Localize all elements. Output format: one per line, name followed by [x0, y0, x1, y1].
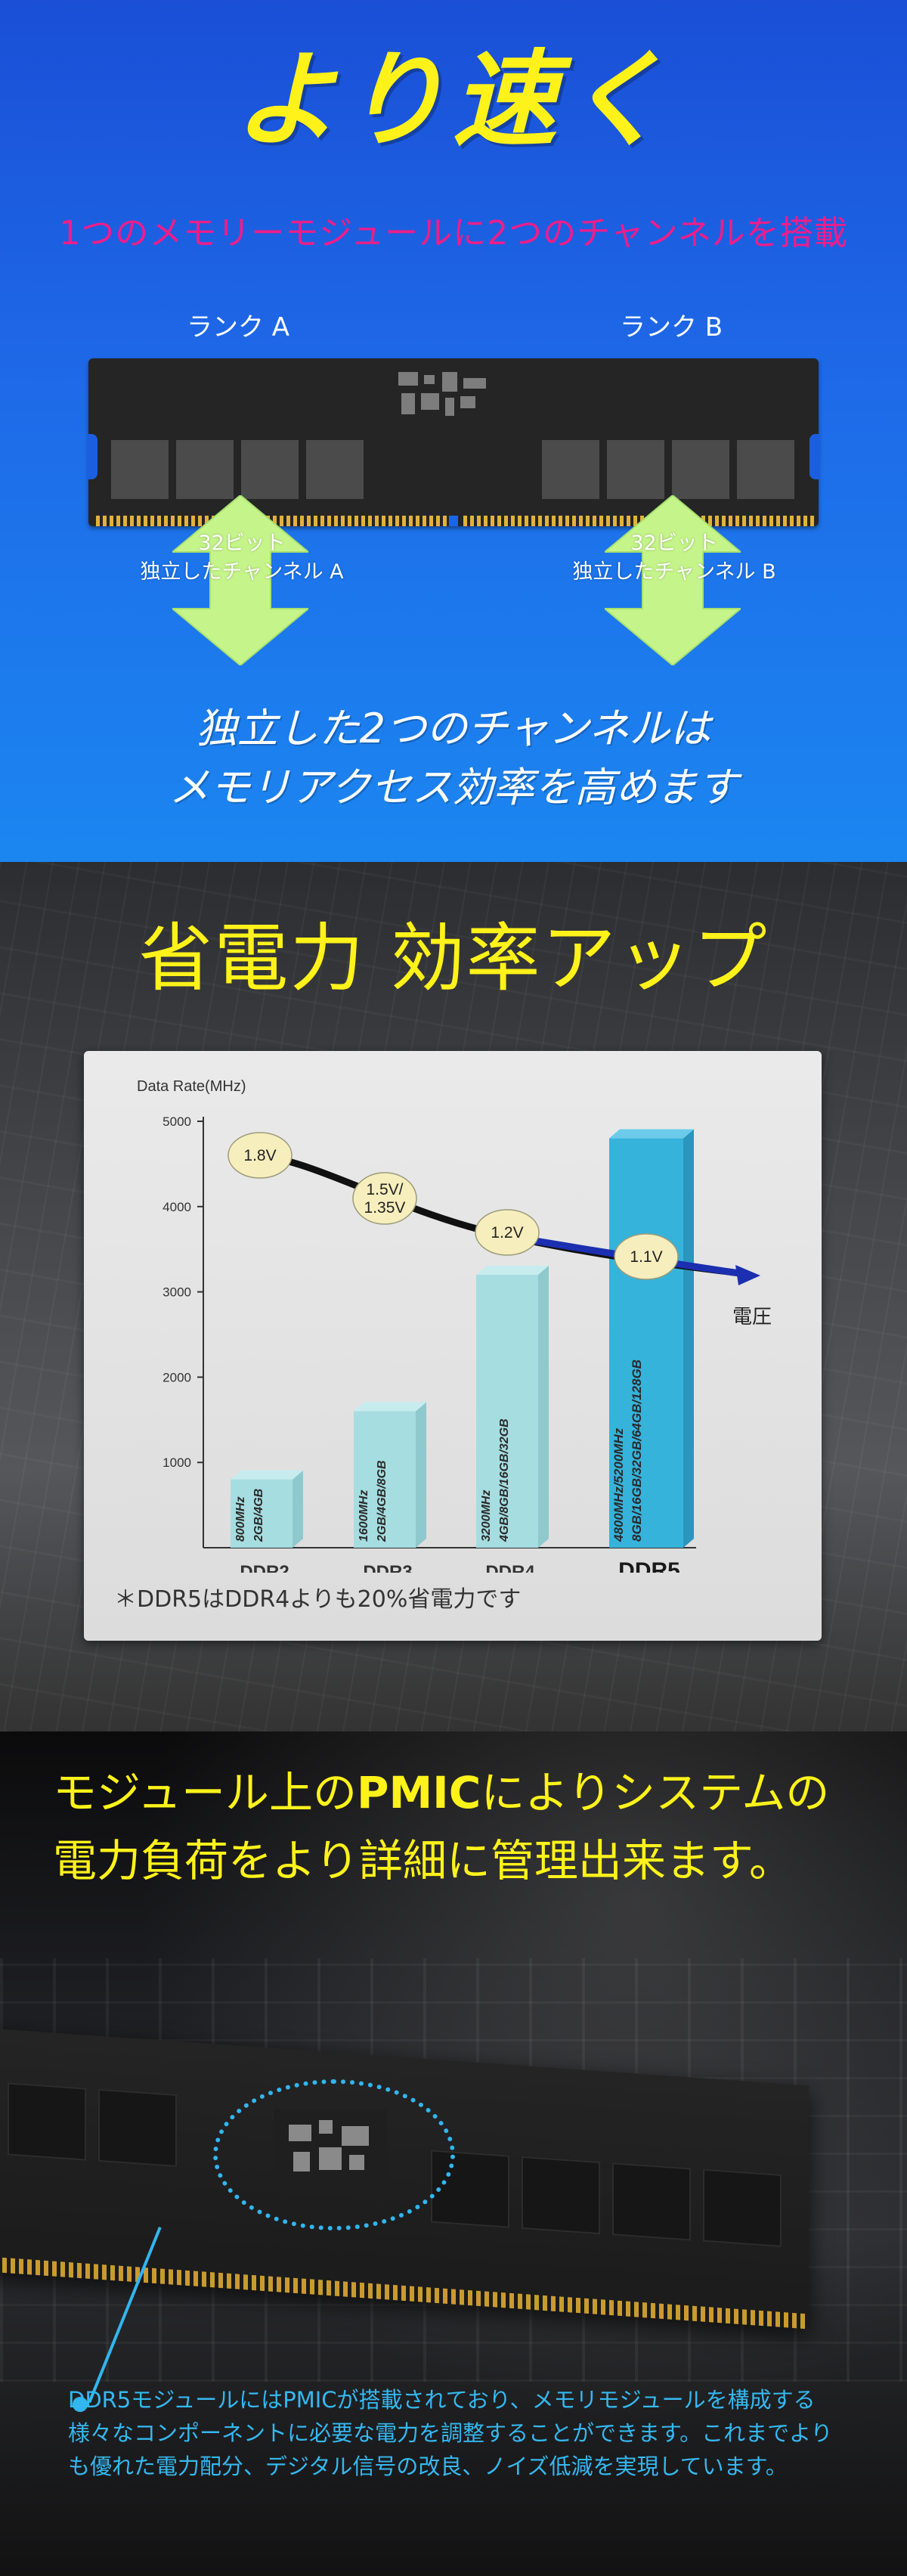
dual-channel-caption: 独立した2つのチャンネルは メモリアクセス効率を高めます — [169, 705, 738, 811]
voltage-bubble — [475, 1209, 540, 1256]
voltage-label: 1.8V — [243, 1147, 276, 1164]
channel-a-arrow — [172, 495, 308, 665]
y-axis-title: Data Rate(MHz) — [137, 1078, 246, 1095]
dram-chip — [522, 2156, 600, 2235]
y-tick-label: 2000 — [163, 1370, 191, 1384]
faster-section: より速く 1つのメモリーモジュールに2つのチャンネルを搭載 ランク A ランク … — [0, 0, 907, 862]
y-tick-label: 5000 — [163, 1114, 191, 1129]
dram-chip — [607, 440, 664, 499]
bar-ddr4 — [476, 1275, 538, 1548]
channel-b-label: 32ビット 独立したチャンネル B — [572, 532, 776, 584]
dram-chip — [703, 2168, 782, 2247]
bar-spec-label: 800MHz — [234, 1496, 247, 1542]
voltage-bubble — [352, 1172, 417, 1225]
pmic-highlight-ring — [213, 2079, 455, 2230]
bar-spec-label: 3200MHz — [480, 1490, 493, 1542]
bar-ddr3 — [354, 1411, 416, 1548]
dram-chip — [8, 2082, 86, 2161]
bar-spec-label: 2GB/4GB — [252, 1489, 265, 1542]
dram-chip — [241, 440, 299, 499]
dual-channel-subtitle: 1つのメモリーモジュールに2つのチャンネルを搭載 — [59, 214, 848, 253]
rank-a-label: ランク A — [187, 312, 290, 343]
bar-spec-label: 1600MHz — [358, 1490, 370, 1542]
voltage-label: 1.35V — [364, 1199, 406, 1217]
ddr-comparison-chart: Data Rate(MHz) 1000 2000 3000 4000 5000 800MHz… — [84, 1051, 822, 1641]
bar-side — [416, 1402, 426, 1548]
power-efficiency-section: 省電力 効率アップ Data Rate(MHz) 1000 2000 3000 4000… — [0, 862, 907, 1731]
pmic-leader-dot — [73, 2397, 88, 2412]
y-tick-label: 3000 — [163, 1285, 191, 1300]
dram-chip — [306, 440, 364, 499]
voltage-label: 1.5V/ — [366, 1181, 403, 1198]
channel-b-arrow — [605, 495, 741, 665]
section-title-faster: より速く — [234, 39, 673, 161]
memory-module-illustration — [87, 358, 820, 526]
voltage-arrowhead — [735, 1265, 760, 1285]
bar-top — [354, 1402, 426, 1412]
dram-chip — [737, 440, 794, 499]
voltage-label: 1.2V — [491, 1224, 523, 1242]
section-title-power: 省電力 効率アップ — [138, 916, 769, 1002]
bar-ddr2 — [231, 1479, 293, 1548]
bar-side — [683, 1129, 694, 1548]
pmic-section: モジュール上のPMICによりシステムの 電力負荷をより詳細に管理出来ます。 DD… — [0, 1731, 907, 2576]
voltage-label: 1.1V — [630, 1248, 662, 1266]
category-label: DDR4 — [485, 1562, 535, 1573]
pmic-description: DDR5モジュールにはPMICが搭載されており、メモリモジュールを構成する様々な… — [68, 2387, 833, 2479]
dram-chip — [176, 440, 234, 499]
category-label: DDR5 — [618, 1558, 680, 1573]
pmic-headline: モジュール上のPMICによりシステムの 電力負荷をより詳細に管理出来ます。 — [53, 1767, 830, 1886]
voltage-bubble — [228, 1132, 293, 1179]
category-label: DDR3 — [363, 1562, 412, 1573]
dram-chip — [612, 2162, 691, 2241]
bar-spec-label: 2GB/4GB/8GB — [376, 1460, 388, 1542]
bar-spec-label: 4800MHz/5200MHz — [611, 1427, 626, 1542]
dram-chip — [542, 440, 599, 499]
chart-svg: Data Rate(MHz) 1000 2000 3000 4000 5000 800MHz… — [137, 1078, 772, 1573]
voltage-bubble — [614, 1233, 679, 1280]
pmic-component — [398, 372, 489, 419]
bar-side — [538, 1266, 549, 1548]
bar-ddr5 — [609, 1138, 683, 1548]
rank-b-label: ランク B — [620, 312, 723, 343]
bar-top — [609, 1129, 694, 1139]
voltage-axis-label: 電圧 — [732, 1305, 772, 1328]
bar-spec-label: 4GB/8GB/16GB/32GB — [498, 1418, 511, 1542]
chart-footnote: ＊DDR5はDDR4よりも20%省電力です — [114, 1586, 522, 1613]
bar-side — [293, 1470, 303, 1548]
bar-top — [476, 1266, 549, 1276]
category-label: DDR2 — [240, 1562, 289, 1573]
bar-top — [231, 1470, 303, 1480]
y-tick-label: 1000 — [163, 1455, 191, 1470]
bar-spec-label: 8GB/16GB/32GB/64GB/128GB — [630, 1359, 644, 1542]
dram-chip — [98, 2088, 177, 2168]
channel-a-label: 32ビット 独立したチャンネル A — [140, 532, 344, 584]
dram-chip — [111, 440, 169, 499]
y-tick-label: 4000 — [163, 1200, 191, 1214]
dram-chip — [672, 440, 729, 499]
